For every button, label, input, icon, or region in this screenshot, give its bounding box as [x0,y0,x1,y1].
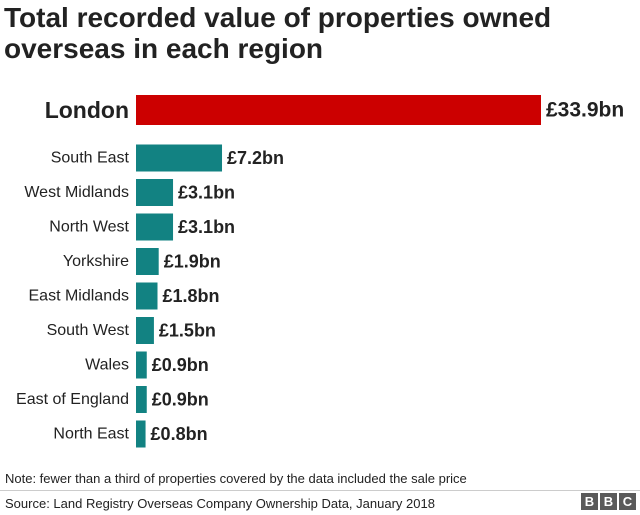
bar [136,95,541,125]
bar [136,386,147,413]
value-label: £1.9bn [164,252,221,272]
category-label: North East [53,426,129,443]
value-label: £0.9bn [152,355,209,375]
bbc-logo: B B C [581,493,636,510]
value-label: £1.5bn [159,321,216,341]
bar-chart: London £33.9bn South East £7.2bn West Midlan… [16,95,624,448]
category-label: West Midlands [24,184,129,201]
value-label: £1.8bn [163,286,220,306]
logo-letter: C [619,493,636,510]
value-label: £0.9bn [152,390,209,410]
value-label: £0.8bn [151,424,208,444]
bar [136,248,159,275]
value-label: £3.1bn [178,183,235,203]
logo-letter: B [600,493,617,510]
category-label: Wales [85,357,129,374]
category-label: London [45,97,129,123]
value-label: £3.1bn [178,217,235,237]
category-label: South East [51,150,130,167]
bar [136,351,147,379]
logo-letter: B [581,493,598,510]
source-text: Source: Land Registry Overseas Company O… [5,496,435,511]
chart-note: Note: fewer than a third of properties c… [5,471,467,486]
value-label: £7.2bn [227,148,284,168]
bar [136,144,223,172]
footer-divider [0,490,640,491]
bar [136,317,154,344]
category-label: Yorkshire [63,253,129,270]
value-label: £33.9bn [546,99,624,122]
bar [136,282,158,310]
chart-title: Total recorded value of properties owned… [4,2,552,64]
bar [136,420,146,448]
bar [136,179,174,206]
category-label: South West [47,322,130,339]
bar [136,213,174,241]
category-label: North West [49,219,129,236]
category-label: East of England [16,391,129,408]
category-label: East Midlands [29,288,130,305]
